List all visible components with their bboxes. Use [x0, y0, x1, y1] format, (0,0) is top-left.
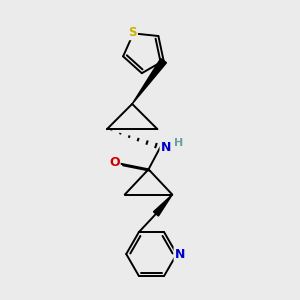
Polygon shape — [153, 195, 172, 216]
Text: N: N — [160, 140, 171, 154]
Polygon shape — [132, 58, 167, 104]
Text: N: N — [175, 248, 185, 260]
Text: H: H — [174, 139, 184, 148]
Text: S: S — [128, 26, 137, 39]
Text: O: O — [109, 156, 120, 169]
